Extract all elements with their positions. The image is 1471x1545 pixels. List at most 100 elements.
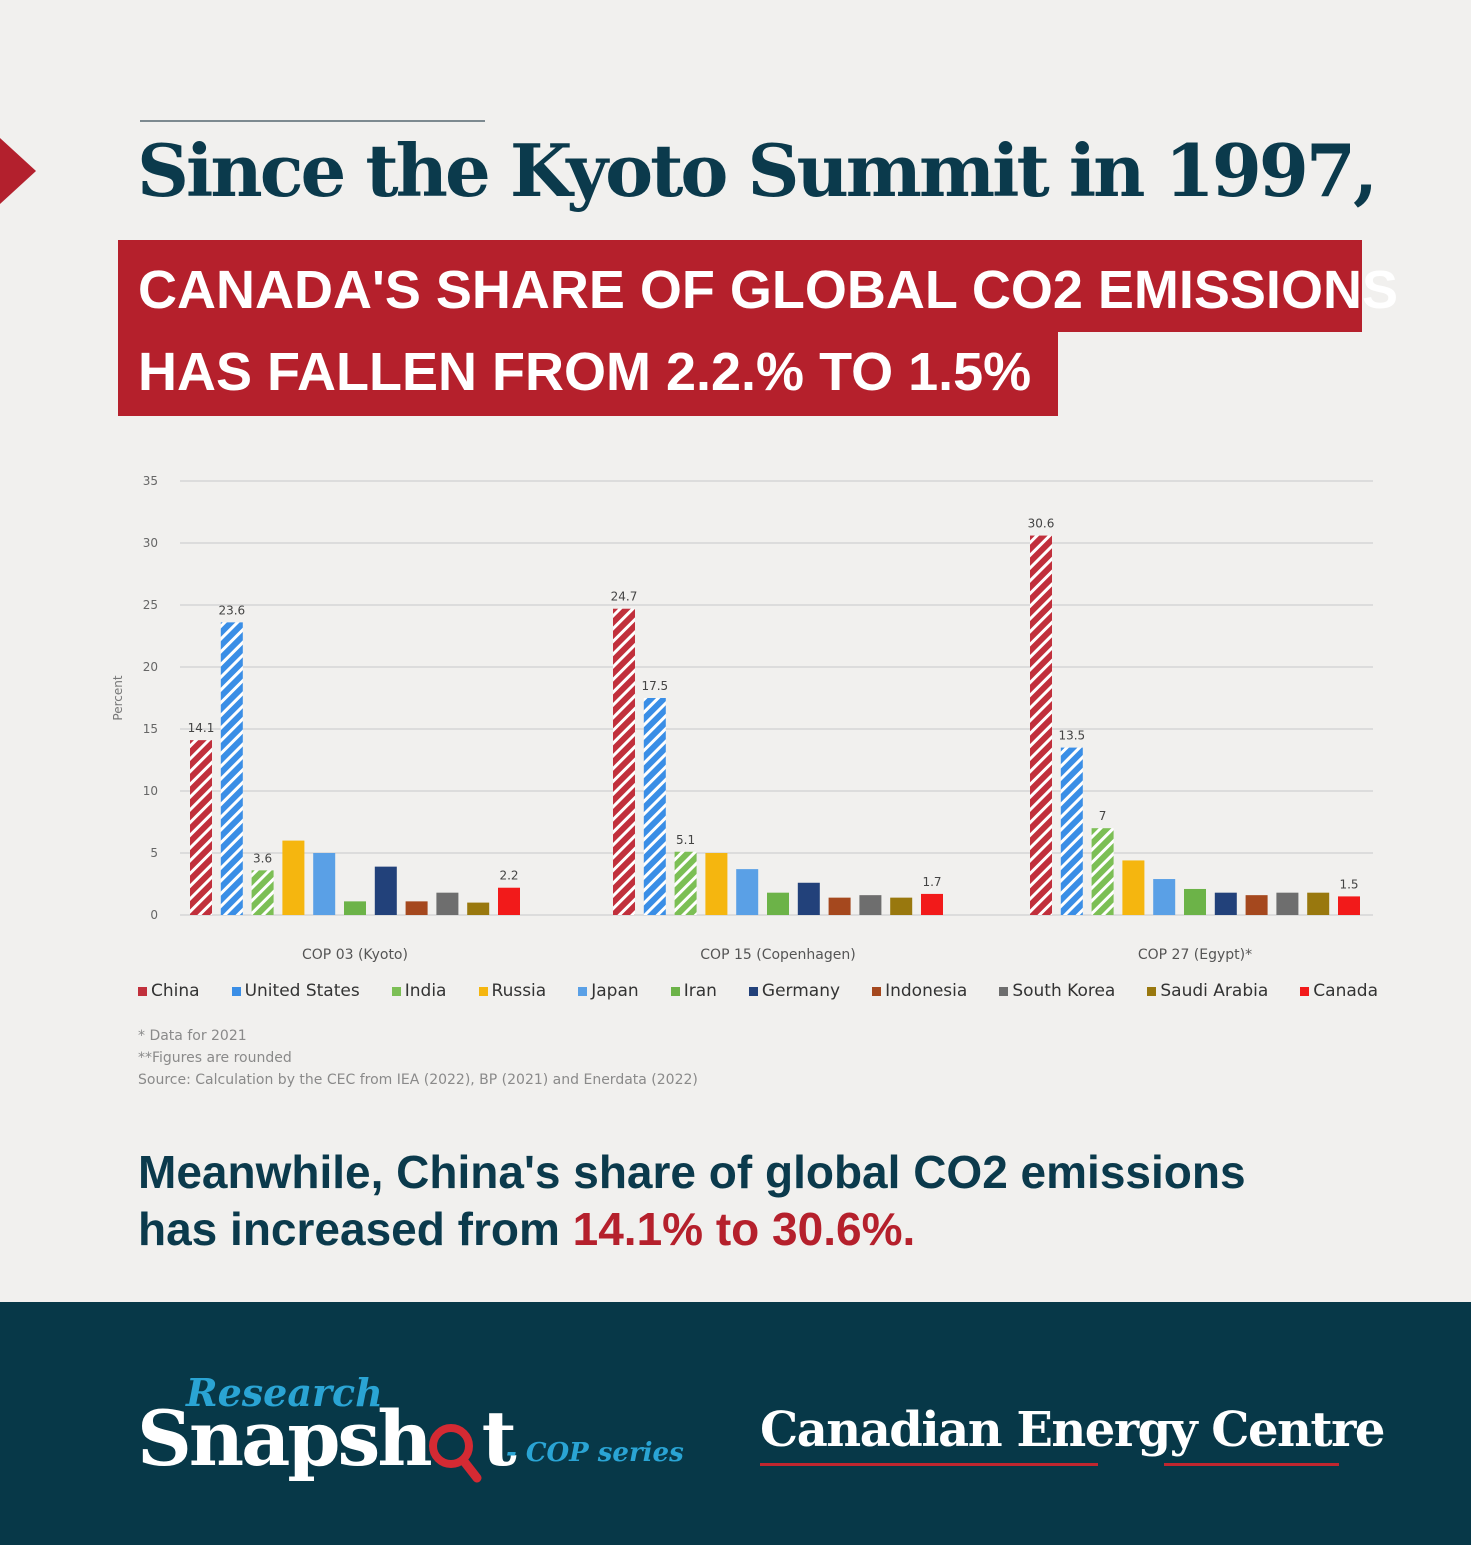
logo-snapshot-main: Snapsh bbox=[137, 1394, 433, 1483]
legend-swatch bbox=[231, 986, 241, 996]
legend-item-united-states: United States bbox=[231, 981, 360, 1001]
bar-canada-1 bbox=[921, 893, 943, 915]
bar-germany-0 bbox=[374, 866, 397, 915]
logo-research-text: Research bbox=[186, 1370, 383, 1415]
bar-united-states-1 bbox=[643, 698, 666, 915]
data-label-canada-0: 2.2 bbox=[499, 869, 518, 883]
data-label-china-1: 24.7 bbox=[611, 590, 638, 604]
logo-snapshot-end: t bbox=[481, 1394, 517, 1483]
magnifier-icon bbox=[429, 1424, 482, 1483]
y-tick-label: 35 bbox=[143, 474, 158, 488]
note-source: Source: Calculation by the CEC from IEA … bbox=[138, 1072, 698, 1088]
legend-item-south-korea: South Korea bbox=[999, 981, 1115, 1001]
legend-swatch bbox=[578, 986, 588, 996]
note-data-year: * Data for 2021 bbox=[138, 1028, 247, 1044]
bar-china-2 bbox=[1030, 535, 1052, 915]
bar-russia-0 bbox=[282, 840, 305, 915]
data-label-china-2: 30.6 bbox=[1028, 517, 1055, 531]
data-label-india-2: 7 bbox=[1099, 809, 1107, 823]
legend-label: South Korea bbox=[1012, 981, 1116, 1001]
bar-japan-1 bbox=[736, 869, 759, 915]
bar-germany-2 bbox=[1214, 892, 1237, 915]
bar-china-1 bbox=[613, 608, 635, 915]
legend-item-china: China bbox=[138, 981, 200, 1001]
bottom-line-2-prefix: has increased from bbox=[138, 1203, 573, 1255]
legend-item-indonesia: Indonesia bbox=[872, 981, 967, 1001]
legend-label: India bbox=[404, 981, 447, 1001]
legend-label: Canada bbox=[1313, 981, 1378, 1001]
legend-item-japan: Japan bbox=[578, 981, 639, 1001]
legend-item-canada: Canada bbox=[1300, 981, 1378, 1001]
bar-india-2 bbox=[1091, 828, 1114, 915]
y-tick-label: 10 bbox=[143, 784, 158, 798]
bottom-line-1: Meanwhile, China's share of global CO2 e… bbox=[138, 1146, 1246, 1198]
data-label-united-states-1: 17.5 bbox=[641, 679, 668, 693]
bar-canada-0 bbox=[498, 887, 520, 915]
y-tick-label: 5 bbox=[150, 846, 158, 860]
emissions-bar-chart: 0 5 10 15 20 25 30 35 Percent 14.1 23.6 3.6 2.2 24.7… bbox=[111, 474, 1373, 963]
chart-y-axis: 0 5 10 15 20 25 30 35 Percent bbox=[111, 474, 158, 922]
chart-data-labels: 14.1 23.6 3.6 2.2 24.7 17.5 5.1 1.7 30.6 13.5 7 1.5 bbox=[188, 517, 1359, 892]
banner-line-2: HAS FALLEN FROM 2.2.% TO 1.5% bbox=[118, 330, 1058, 416]
bar-saudi-arabia-2 bbox=[1307, 892, 1330, 915]
legend-label: Germany bbox=[761, 981, 841, 1001]
arrow-marker-icon bbox=[0, 138, 36, 204]
legend-swatch bbox=[1300, 986, 1310, 996]
bar-india-1 bbox=[674, 851, 697, 915]
bar-united-states-0 bbox=[220, 622, 243, 915]
bar-south-korea-1 bbox=[859, 895, 882, 915]
bar-iran-1 bbox=[767, 892, 789, 915]
bar-canada-2 bbox=[1338, 896, 1360, 915]
bar-indonesia-1 bbox=[828, 897, 851, 915]
y-tick-label: 30 bbox=[143, 536, 158, 550]
legend-label: Iran bbox=[683, 981, 717, 1001]
chart-category-labels: COP 03 (Kyoto) COP 15 (Copenhagen) COP 27 … bbox=[302, 947, 1252, 963]
bar-japan-0 bbox=[313, 853, 336, 915]
bar-germany-1 bbox=[797, 882, 820, 915]
bar-russia-2 bbox=[1122, 860, 1145, 915]
bar-south-korea-2 bbox=[1276, 892, 1299, 915]
headline: Since the Kyoto Summit in 1997, bbox=[137, 128, 1378, 213]
legend-item-germany: Germany bbox=[748, 981, 841, 1001]
bar-saudi-arabia-0 bbox=[467, 902, 490, 915]
chart-gridlines bbox=[180, 480, 1373, 916]
bottom-highlight: 14.1% to 30.6%. bbox=[572, 1203, 916, 1255]
legend-item-saudi-arabia: Saudi Arabia bbox=[1147, 981, 1268, 1001]
footer-bar: Research Snapsh t - COP series Canadian E… bbox=[0, 1302, 1471, 1545]
chart-legend: China United States India Russia Japan Iran Ge… bbox=[138, 981, 1378, 1001]
legend-label: China bbox=[151, 981, 200, 1001]
legend-item-russia: Russia bbox=[478, 981, 547, 1001]
chart-notes: * Data for 2021 **Figures are rounded So… bbox=[138, 1025, 698, 1091]
note-rounded: **Figures are rounded bbox=[138, 1050, 292, 1066]
data-label-united-states-2: 13.5 bbox=[1058, 729, 1085, 743]
bar-russia-1 bbox=[705, 853, 728, 915]
data-label-india-0: 3.6 bbox=[253, 851, 272, 865]
org-underline-left bbox=[760, 1463, 1098, 1466]
legend-item-iran: Iran bbox=[670, 981, 717, 1001]
data-label-canada-1: 1.7 bbox=[922, 875, 941, 889]
legend-swatch bbox=[391, 986, 401, 996]
y-tick-label: 0 bbox=[150, 908, 158, 922]
legend-swatch bbox=[999, 986, 1009, 996]
bar-indonesia-0 bbox=[405, 901, 428, 915]
category-label-2: COP 27 (Egypt)* bbox=[1138, 947, 1252, 963]
bar-saudi-arabia-1 bbox=[890, 897, 913, 915]
bar-india-0 bbox=[251, 870, 274, 915]
legend-swatch bbox=[478, 986, 488, 996]
legend-label: Russia bbox=[491, 981, 547, 1001]
legend-swatch bbox=[748, 986, 758, 996]
category-label-0: COP 03 (Kyoto) bbox=[302, 947, 408, 963]
bar-iran-0 bbox=[344, 901, 366, 915]
y-axis-label: Percent bbox=[111, 675, 125, 720]
org-underline-right bbox=[1164, 1463, 1339, 1466]
legend-label: Saudi Arabia bbox=[1160, 981, 1269, 1001]
y-tick-label: 25 bbox=[143, 598, 158, 612]
legend-label: United States bbox=[244, 981, 360, 1001]
chart-bars bbox=[190, 535, 1360, 915]
data-label-china-0: 14.1 bbox=[188, 721, 215, 735]
data-label-united-states-0: 23.6 bbox=[218, 603, 245, 617]
org-name: Canadian Energy Centre bbox=[760, 1402, 1385, 1458]
bar-china-0 bbox=[190, 740, 212, 915]
y-tick-label: 15 bbox=[143, 722, 158, 736]
bar-iran-2 bbox=[1184, 888, 1206, 915]
